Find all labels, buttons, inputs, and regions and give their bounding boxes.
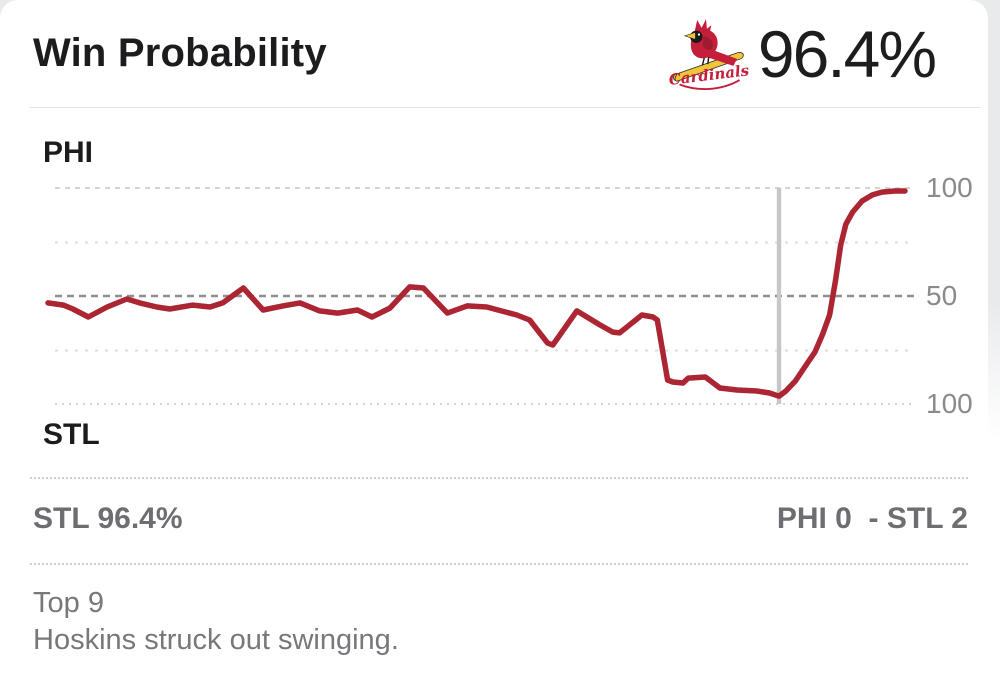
cardinal-bird-icon — [683, 18, 737, 66]
chart-section: PHI STL 100 50 100 — [0, 108, 988, 477]
y-axis-label-mid: 50 — [926, 280, 958, 311]
status-row: STL 96.4% PHI 0 - STL 2 — [0, 479, 988, 563]
current-play-block: Top 9 Hoskins struck out swinging. — [0, 565, 988, 659]
page-title: Win Probability — [33, 31, 327, 75]
win-probability-value: 96.4% — [757, 16, 937, 91]
cardinals-logo: Cardinals — [668, 18, 750, 90]
win-prob-line — [45, 188, 908, 399]
section-divider-top — [30, 477, 968, 479]
inning-label: Top 9 — [33, 587, 104, 619]
score-text: PHI 0 - STL 2 — [776, 502, 968, 535]
win-prob-status: STL 96.4% — [33, 502, 183, 535]
team-label-bottom: STL — [43, 418, 100, 451]
play-description: Hoskins struck out swinging. — [33, 624, 399, 656]
header-divider — [30, 107, 980, 108]
y-axis-label-top: 100 — [926, 172, 973, 203]
cardinals-logo-text: Cardinals — [668, 61, 750, 90]
win-prob-chart[interactable] — [0, 108, 988, 477]
current-play-marker[interactable] — [776, 188, 782, 404]
section-divider-bottom — [30, 563, 968, 565]
header: Win Probability — [0, 0, 988, 107]
header-right: Cardinals 96.4% — [668, 12, 937, 96]
y-axis-label-bottom: 100 — [926, 388, 973, 419]
team-label-top: PHI — [43, 136, 94, 169]
